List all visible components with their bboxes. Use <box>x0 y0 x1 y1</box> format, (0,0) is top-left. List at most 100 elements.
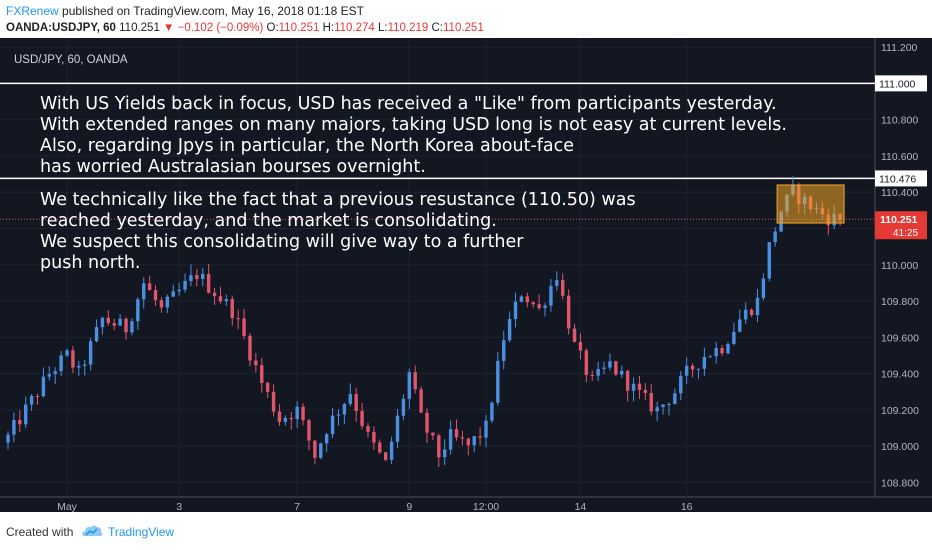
candle-body <box>206 273 211 293</box>
candle-body <box>767 242 771 279</box>
consolidation-rectangle[interactable] <box>776 184 845 224</box>
candle-body <box>378 442 382 453</box>
candle-body <box>720 347 724 354</box>
low-value: 110.219 <box>387 22 429 34</box>
candle-body <box>431 432 435 436</box>
annotation-text-line[interactable]: With extended ranges on many majors, tak… <box>40 115 787 135</box>
time-tick-label: 16 <box>681 501 693 512</box>
candle-body <box>254 360 258 366</box>
annotation-text-line[interactable]: With US Yields back in focus, USD has re… <box>40 94 777 114</box>
candle-body <box>443 449 447 458</box>
candle-body <box>153 290 158 301</box>
candle-body <box>419 389 423 413</box>
candle-body <box>448 429 453 450</box>
ohlc-header: OANDA:USDJPY, 60 110.251 ▼ −0.102 (−0.09… <box>6 22 484 34</box>
candle-body <box>29 396 34 405</box>
candle-body <box>171 291 175 297</box>
annotation-text-line[interactable]: push north. <box>40 253 140 273</box>
candle-body <box>413 372 417 390</box>
tradingview-cloud-icon <box>82 525 103 536</box>
candle-body <box>242 318 246 336</box>
candle-body <box>596 368 600 376</box>
countdown-label: 41:25 <box>893 228 918 239</box>
candle-body <box>177 289 181 292</box>
candle-body <box>490 402 494 421</box>
candle-body <box>389 441 394 460</box>
candle-body <box>684 365 689 376</box>
plot-background <box>0 38 875 497</box>
low-label: L: <box>377 22 388 34</box>
candle-body <box>667 404 671 406</box>
price-tick-label: 110.400 <box>881 187 918 199</box>
symbol-label: OANDA:USDJPY, 60 <box>6 22 116 34</box>
candle-body <box>301 406 305 421</box>
annotations[interactable]: With US Yields back in focus, USD has re… <box>40 94 787 273</box>
close-value: 110.251 <box>443 22 484 34</box>
candle-body <box>100 317 105 328</box>
candle-body <box>484 420 488 438</box>
price-tick-label: 109.000 <box>881 441 919 453</box>
candle-body <box>743 309 748 320</box>
time-axis-labels: May 3 7 9 12:00 14 16 <box>57 501 693 512</box>
candles <box>6 176 842 468</box>
candle-body <box>35 396 40 398</box>
price-tick-label: 109.600 <box>881 332 919 344</box>
price-chart[interactable]: With US Yields back in focus, USD has re… <box>0 38 932 512</box>
candle-body <box>761 278 766 298</box>
high-value: 110.274 <box>334 22 375 34</box>
candle-body <box>342 403 347 415</box>
candle-body <box>614 361 618 375</box>
candle-body <box>354 394 358 411</box>
candle-body <box>519 296 524 302</box>
candle-body <box>271 391 276 412</box>
candle-body <box>77 365 81 368</box>
candle-body <box>643 390 648 393</box>
annotation-text-line[interactable]: reached yesterday, and the market is con… <box>40 211 497 231</box>
annotation-text-line[interactable]: has worried Australasian bourses overnig… <box>40 157 426 177</box>
candle-body <box>189 275 193 281</box>
candle-body <box>602 367 606 369</box>
candle-body <box>65 350 69 356</box>
candle-body <box>472 436 476 446</box>
author-link[interactable]: FXRenew <box>6 4 59 18</box>
time-tick-label: 3 <box>176 501 182 512</box>
candle-body <box>590 374 594 376</box>
time-tick-label: 7 <box>294 501 300 512</box>
candle-body <box>83 364 87 366</box>
price-tick-label: 110.800 <box>881 115 918 127</box>
annotation-text-line[interactable]: Also, regarding Jpys in particular, the … <box>40 136 574 156</box>
price-tick-label: 110.600 <box>881 151 918 163</box>
candle-body <box>566 295 571 329</box>
candle-body <box>738 319 742 332</box>
candle-body <box>236 318 240 320</box>
candle-body <box>118 318 122 326</box>
tradingview-link[interactable]: TradingView <box>108 525 175 539</box>
candle-body <box>525 296 530 303</box>
candle-body <box>425 412 429 433</box>
candle-body <box>260 365 264 383</box>
candle-body <box>437 435 441 458</box>
candle-body <box>679 375 683 394</box>
candle-body <box>708 356 712 358</box>
high-label: H: <box>322 22 335 34</box>
candle-body <box>6 434 10 443</box>
candle-body <box>714 347 718 357</box>
candle-body <box>248 335 252 361</box>
candle-body <box>130 321 134 333</box>
open-value: 110.251 <box>278 22 320 34</box>
highlight-box[interactable] <box>776 184 845 224</box>
price-axis <box>875 38 932 497</box>
candle-body <box>383 452 388 460</box>
candle-body <box>531 302 535 305</box>
candle-body <box>330 415 335 435</box>
annotation-text-line[interactable]: We technically like the fact that a prev… <box>40 190 636 210</box>
last-price-label: 110.251 <box>880 214 918 226</box>
candle-body <box>265 382 270 392</box>
candle-body <box>366 426 370 432</box>
candle-body <box>324 434 329 444</box>
candle-body <box>555 280 559 286</box>
candle-body <box>755 297 760 316</box>
candle-body <box>572 328 577 342</box>
candle-body <box>649 392 653 412</box>
annotation-text-line[interactable]: We suspect this consolidating will give … <box>40 232 524 252</box>
